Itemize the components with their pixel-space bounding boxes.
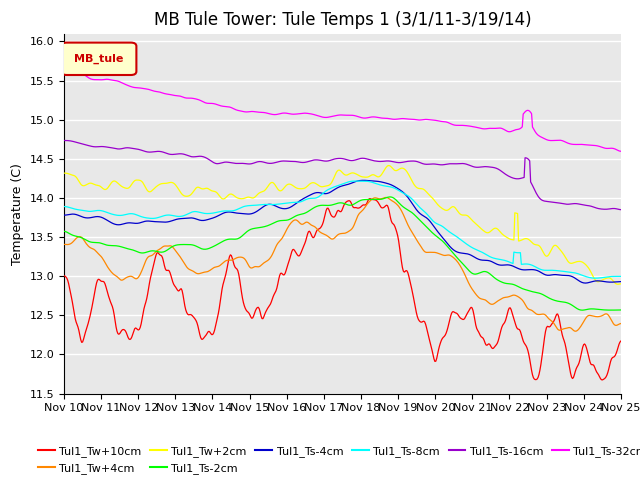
- Y-axis label: Temperature (C): Temperature (C): [11, 163, 24, 264]
- Text: MB_tule: MB_tule: [74, 54, 124, 64]
- Legend: Tul1_Tw+10cm, Tul1_Tw+4cm, Tul1_Tw+2cm, Tul1_Ts-2cm, Tul1_Ts-4cm, Tul1_Ts-8cm, T: Tul1_Tw+10cm, Tul1_Tw+4cm, Tul1_Tw+2cm, …: [33, 442, 640, 478]
- FancyBboxPatch shape: [61, 43, 136, 75]
- Title: MB Tule Tower: Tule Temps 1 (3/1/11-3/19/14): MB Tule Tower: Tule Temps 1 (3/1/11-3/19…: [154, 11, 531, 29]
